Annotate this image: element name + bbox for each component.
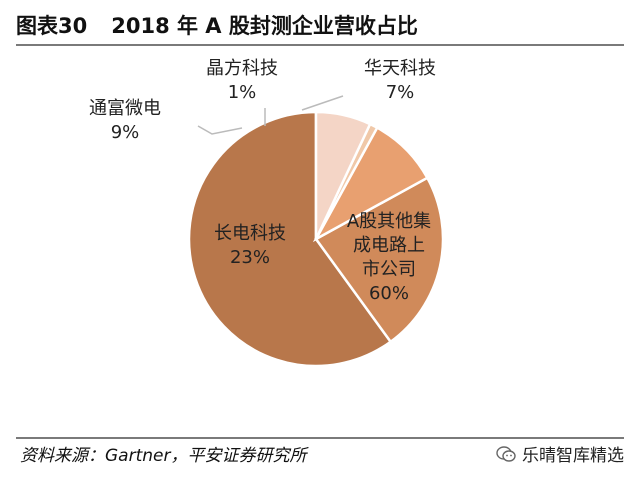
slice-name-label: 通富微电 <box>89 98 161 119</box>
leader-line <box>301 95 344 111</box>
brand-watermark: 乐晴智库精选 <box>496 441 624 466</box>
slice-name-label: 市公司 <box>362 259 416 280</box>
chart-title: 2018 年 A 股封测企业营收占比 <box>111 14 418 38</box>
wechat-icon <box>496 445 516 462</box>
footer-divider <box>16 437 624 439</box>
slice-percent-label: 60% <box>369 283 409 304</box>
slice-percent-label: 7% <box>386 82 415 103</box>
source-note: 资料来源：Gartner，平安证券研究所 <box>20 446 307 466</box>
figure-title-bar: 图表30 2018 年 A 股封测企业营收占比 <box>16 6 624 46</box>
figure-number: 图表30 <box>16 14 88 38</box>
pie-slice <box>314 176 445 344</box>
slice-name-label: 成电路上 <box>353 235 425 256</box>
slice-name-label: A股其他集 <box>347 211 431 232</box>
slice-name-label: 长电科技 <box>214 223 286 244</box>
slice-name-label: 华天科技 <box>364 58 436 79</box>
slice-percent-label: 1% <box>228 82 257 103</box>
pie-slice <box>314 110 372 240</box>
slice-name-label: 晶方科技 <box>206 58 278 79</box>
brand-name: 乐晴智库精选 <box>522 446 624 466</box>
leader-line <box>197 125 243 135</box>
slice-percent-label: 23% <box>230 247 270 268</box>
pie-slice <box>187 110 393 368</box>
slice-percent-label: 9% <box>111 122 140 143</box>
